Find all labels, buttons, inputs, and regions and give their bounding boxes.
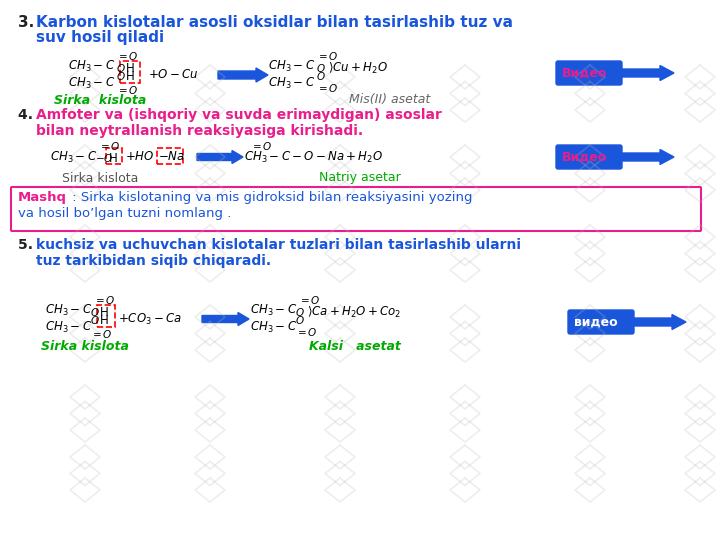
- Bar: [97, 305, 115, 327]
- Text: $CH_3-C$: $CH_3-C$: [268, 58, 315, 73]
- Text: H: H: [126, 70, 135, 83]
- Text: $=O$: $=O$: [295, 326, 318, 338]
- Text: $CH_3-C-O-Na + H_2O$: $CH_3-C-O-Na + H_2O$: [244, 150, 383, 165]
- Text: Amfoter va (ishqoriy va suvda erimaydigan) asoslar: Amfoter va (ishqoriy va suvda erimaydiga…: [36, 108, 442, 122]
- Text: $\rangle Ca + H_2O + Co_2$: $\rangle Ca + H_2O + Co_2$: [307, 305, 401, 320]
- Text: Kalsi   asetat: Kalsi asetat: [309, 341, 401, 354]
- Text: Karbon kislotalar asosli oksidlar bilan tasirlashib tuz va: Karbon kislotalar asosli oksidlar bilan …: [36, 15, 513, 30]
- Text: Mashq: Mashq: [18, 191, 67, 204]
- FancyArrow shape: [622, 65, 674, 80]
- Text: Sirka kislota: Sirka kislota: [41, 341, 129, 354]
- Text: Mis(II) asetat: Mis(II) asetat: [349, 93, 431, 106]
- FancyBboxPatch shape: [556, 61, 622, 85]
- Text: $O$: $O$: [316, 70, 325, 82]
- Text: suv hosil qiladi: suv hosil qiladi: [36, 30, 164, 45]
- Text: : Sirka kislotaning va mis gidroksid bilan reaksiyasini yozing: : Sirka kislotaning va mis gidroksid bil…: [68, 191, 472, 204]
- Text: Sirka  kislota: Sirka kislota: [54, 93, 146, 106]
- FancyArrow shape: [197, 151, 243, 164]
- Text: 3.: 3.: [18, 15, 40, 30]
- Text: $+ HO$: $+ HO$: [125, 151, 155, 164]
- Text: $-Na$: $-Na$: [158, 151, 185, 164]
- Text: $+ CO_3-Ca$: $+ CO_3-Ca$: [118, 312, 182, 327]
- FancyBboxPatch shape: [556, 145, 622, 169]
- Text: $CH_3-C$: $CH_3-C$: [68, 76, 115, 91]
- Text: H: H: [100, 314, 109, 327]
- Text: H: H: [126, 62, 135, 75]
- FancyArrow shape: [218, 68, 268, 82]
- Text: va hosil bo’lgan tuzni nomlang .: va hosil bo’lgan tuzni nomlang .: [18, 207, 231, 220]
- Text: $=O$: $=O$: [98, 140, 120, 152]
- Text: bilan neytrallanish reaksiyasiga kirishadi.: bilan neytrallanish reaksiyasiga kirisha…: [36, 124, 363, 138]
- Text: $O$: $O$: [90, 314, 100, 326]
- Text: $-O$: $-O$: [95, 152, 114, 164]
- Text: tuz tarkibidan siqib chiqaradi.: tuz tarkibidan siqib chiqaradi.: [36, 254, 271, 268]
- Text: $O$: $O$: [295, 314, 305, 326]
- Text: $=O$: $=O$: [116, 50, 138, 62]
- Text: 4.: 4.: [18, 108, 38, 122]
- Text: $O$: $O$: [316, 62, 325, 74]
- FancyBboxPatch shape: [11, 187, 701, 231]
- Text: $O$: $O$: [90, 306, 100, 318]
- Text: $+ O-Cu$: $+ O-Cu$: [148, 69, 199, 82]
- Text: $\rangle Cu + H_2O$: $\rangle Cu + H_2O$: [328, 60, 388, 76]
- Text: $=O$: $=O$: [116, 84, 138, 96]
- Text: $=O$: $=O$: [316, 50, 338, 62]
- Bar: [106, 148, 122, 164]
- Text: Видео: Видео: [562, 151, 608, 164]
- Text: $O$: $O$: [116, 62, 126, 74]
- Text: Natriy asetar: Natriy asetar: [319, 172, 401, 185]
- Text: $CH_3-C$: $CH_3-C$: [250, 302, 297, 318]
- Text: $O$: $O$: [116, 70, 126, 82]
- Text: $CH_3-C$: $CH_3-C$: [68, 58, 115, 73]
- FancyArrow shape: [202, 313, 249, 326]
- Text: $=O$: $=O$: [316, 82, 338, 94]
- Text: Sirka kislota: Sirka kislota: [62, 172, 138, 185]
- Bar: [120, 61, 140, 83]
- FancyBboxPatch shape: [568, 310, 634, 334]
- Text: $=O$: $=O$: [298, 294, 320, 306]
- Text: $O$: $O$: [295, 306, 305, 318]
- Text: Видео: Видео: [562, 66, 608, 79]
- Text: H: H: [109, 152, 118, 165]
- FancyArrow shape: [622, 150, 674, 165]
- Text: kuchsiz va uchuvchan kislotalar tuzlari bilan tasirlashib ularni: kuchsiz va uchuvchan kislotalar tuzlari …: [36, 238, 521, 252]
- Text: $=O$: $=O$: [93, 294, 115, 306]
- Text: $=O$: $=O$: [90, 328, 112, 340]
- Bar: [157, 148, 183, 164]
- Text: $CH_3-C$: $CH_3-C$: [45, 302, 92, 318]
- Text: 5.: 5.: [18, 238, 38, 252]
- FancyArrow shape: [634, 314, 686, 329]
- Text: видео: видео: [574, 315, 618, 328]
- Text: $=O$: $=O$: [250, 140, 272, 152]
- Text: H: H: [100, 306, 109, 319]
- Text: $CH_3-C$: $CH_3-C$: [50, 150, 97, 165]
- Text: $CH_3-C$: $CH_3-C$: [45, 320, 92, 335]
- Text: $CH_3-C$: $CH_3-C$: [250, 320, 297, 335]
- Text: $CH_3-C$: $CH_3-C$: [268, 76, 315, 91]
